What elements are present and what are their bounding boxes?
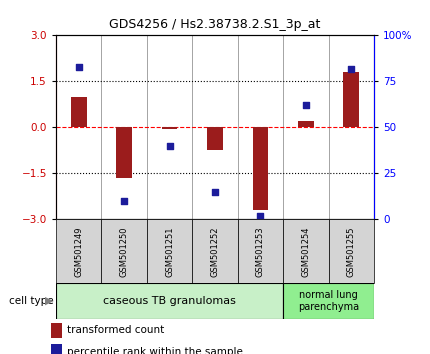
Bar xyxy=(116,127,132,178)
Bar xyxy=(283,219,329,283)
Text: ▶: ▶ xyxy=(45,296,54,306)
Point xyxy=(302,103,309,108)
Bar xyxy=(283,283,374,319)
Point xyxy=(212,189,218,195)
Point xyxy=(348,66,355,72)
Point xyxy=(166,143,173,149)
Bar xyxy=(71,97,86,127)
Bar xyxy=(101,219,147,283)
Text: GSM501253: GSM501253 xyxy=(256,226,265,277)
Bar xyxy=(56,283,283,319)
Text: GSM501249: GSM501249 xyxy=(74,226,83,276)
Text: GDS4256 / Hs2.38738.2.S1_3p_at: GDS4256 / Hs2.38738.2.S1_3p_at xyxy=(109,18,321,31)
Bar xyxy=(238,219,283,283)
Text: GSM501250: GSM501250 xyxy=(120,226,129,276)
Text: caseous TB granulomas: caseous TB granulomas xyxy=(103,296,236,306)
Bar xyxy=(56,219,101,283)
Bar xyxy=(162,127,178,129)
Text: GSM501255: GSM501255 xyxy=(347,226,356,276)
Text: transformed count: transformed count xyxy=(67,325,164,336)
Text: GSM501254: GSM501254 xyxy=(301,226,310,276)
Bar xyxy=(51,344,62,354)
Bar xyxy=(344,72,359,127)
Text: normal lung
parenchyma: normal lung parenchyma xyxy=(298,290,359,312)
Text: GSM501252: GSM501252 xyxy=(211,226,219,276)
Bar xyxy=(252,127,268,210)
Bar xyxy=(207,127,223,150)
Bar xyxy=(329,219,374,283)
Bar xyxy=(147,219,192,283)
Text: cell type: cell type xyxy=(9,296,53,306)
Point xyxy=(121,198,128,204)
Text: GSM501251: GSM501251 xyxy=(165,226,174,276)
Text: percentile rank within the sample: percentile rank within the sample xyxy=(67,347,243,354)
Point xyxy=(257,213,264,219)
Bar xyxy=(192,219,238,283)
Bar xyxy=(298,121,314,127)
Point xyxy=(75,64,82,69)
Bar xyxy=(51,323,62,338)
